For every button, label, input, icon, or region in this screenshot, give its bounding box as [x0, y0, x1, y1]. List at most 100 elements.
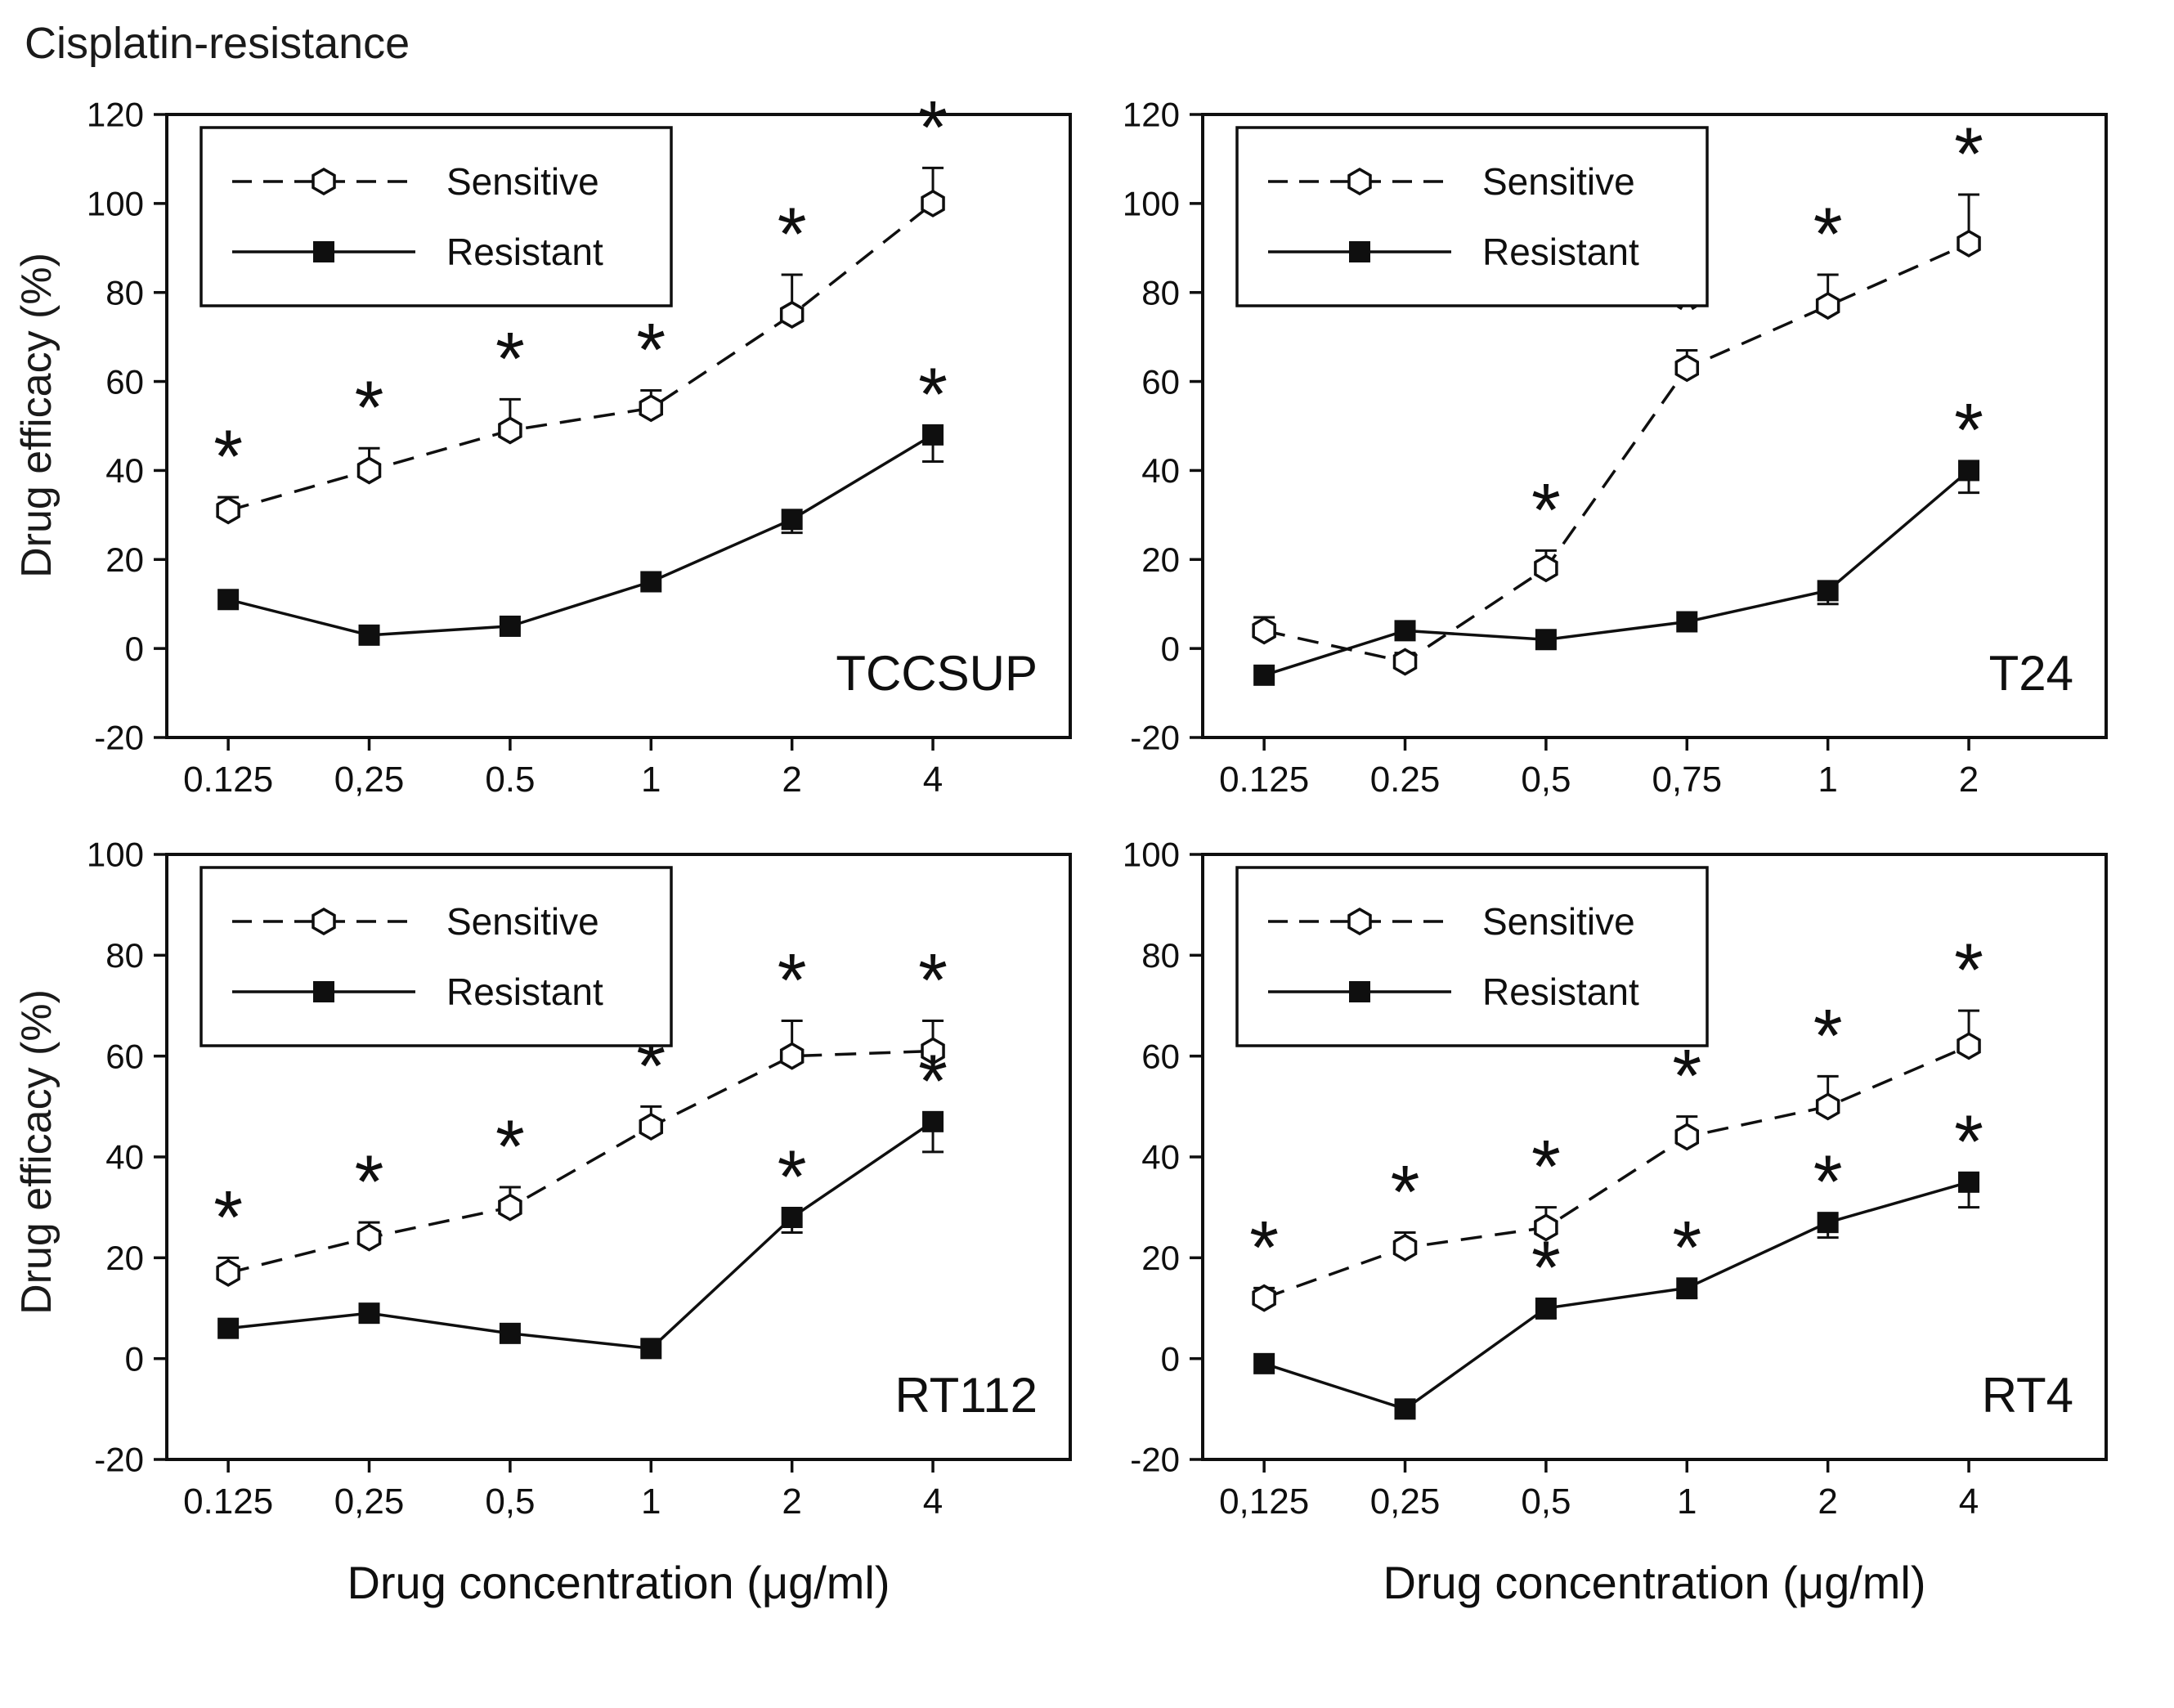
legend: Sensitive Resistant [1235, 866, 1709, 1047]
open-hexagon-marker [1347, 167, 1372, 196]
significance-asterisk: * [355, 1141, 384, 1224]
open-hexagon-marker [216, 496, 240, 525]
significance-asterisk: * [918, 90, 948, 169]
series-resistant: * [217, 353, 948, 646]
open-hexagon-marker [1957, 229, 1981, 258]
y-tick-label: 0 [125, 1339, 144, 1378]
plot-frame [165, 113, 1072, 739]
filled-square-marker [922, 1110, 944, 1132]
y-tick-label: 40 [1141, 451, 1180, 490]
x-tick-label: 0.125 [1219, 760, 1309, 800]
y-tick-label: 120 [87, 96, 144, 134]
legend-label: Resistant [1482, 231, 1639, 273]
x-tick-label: 0,25 [334, 1482, 405, 1522]
legend: Sensitive Resistant [199, 126, 673, 307]
series-line [1263, 242, 1970, 664]
filled-square-marker [358, 1302, 380, 1325]
open-hexagon-marker [498, 416, 522, 445]
filled-square-marker [1676, 1277, 1698, 1299]
x-tick-label: 2 [1818, 1482, 1837, 1522]
significance-asterisk: * [1954, 388, 1983, 472]
y-axis: 120 100 80 60 40 20 0 -20 [1123, 96, 1203, 757]
significance-asterisk: * [213, 415, 243, 499]
significance-asterisk: * [1249, 1206, 1279, 1289]
x-tick-label: 1 [641, 760, 661, 800]
y-axis: 120 100 80 60 40 20 0 -20 [87, 96, 167, 757]
panel-grid: Drug efficacy (%) 120 100 80 60 40 20 0 -20 0.12… [0, 90, 2174, 1635]
filled-square-marker [1958, 460, 1980, 482]
open-hexagon-marker [1392, 648, 1418, 676]
filled-square-marker [313, 241, 334, 262]
filled-square-marker [1958, 1171, 1980, 1193]
significance-asterisk: * [1954, 929, 1983, 1012]
open-hexagon-marker [1392, 1233, 1418, 1262]
panel-label: RT112 [894, 1368, 1038, 1423]
bottom-row: Drug efficacy (%) 100 80 60 40 20 0 -20 0.125 0,… [5, 830, 2174, 1635]
y-axis-label-bottom: Drug efficacy (%) [5, 830, 69, 1635]
y-tick-label: -20 [1130, 719, 1180, 757]
series-line [1263, 1181, 1970, 1411]
legend-box [1235, 126, 1709, 307]
x-axis-title: Drug concentration (μg/ml) [1383, 1557, 1925, 1608]
filled-square-marker [781, 1207, 803, 1228]
filled-square-marker [1394, 1398, 1416, 1420]
legend-label: Resistant [446, 971, 603, 1013]
legend-box [1235, 866, 1709, 1047]
open-hexagon-marker [498, 1193, 522, 1222]
filled-square-marker [217, 1317, 240, 1339]
legend: Sensitive Resistant [1235, 126, 1709, 307]
open-hexagon-marker [639, 394, 664, 423]
open-hexagon-marker [1534, 1213, 1558, 1242]
significance-asterisk: * [1954, 1101, 1983, 1184]
open-hexagon-marker [921, 189, 945, 217]
open-hexagon-marker [1815, 292, 1840, 321]
significance-asterisk: * [1531, 1126, 1561, 1209]
y-tick-label: 20 [1141, 1239, 1180, 1277]
open-hexagon-marker [312, 907, 336, 936]
legend-box [199, 126, 673, 307]
significance-asterisk: * [1391, 1151, 1420, 1235]
filled-square-marker [781, 509, 803, 531]
legend-label: Sensitive [446, 160, 599, 203]
y-tick-label: 60 [1141, 1037, 1180, 1075]
legend-label: Sensitive [1482, 900, 1635, 943]
significance-asterisk: * [1813, 1141, 1843, 1224]
x-tick-label: 0.125 [183, 1482, 273, 1522]
x-tick-label: 1 [1677, 1482, 1697, 1522]
y-tick-label: -20 [1130, 1441, 1180, 1479]
series-resistant: ** [217, 1040, 948, 1360]
x-tick-label: 1 [1818, 760, 1837, 800]
open-hexagon-marker [1674, 354, 1700, 383]
significance-asterisk: * [636, 308, 666, 392]
y-tick-label: 20 [105, 540, 144, 579]
column-gap [1087, 830, 1105, 1635]
series-resistant: * * * * [1253, 1101, 1983, 1420]
x-tick-label: 4 [923, 760, 943, 800]
filled-square-marker [1817, 580, 1839, 602]
y-tick-label: 60 [105, 1037, 144, 1075]
y-tick-label: -20 [94, 1441, 144, 1479]
filled-square-marker [1817, 1212, 1839, 1234]
y-axis-label-top: Drug efficacy (%) [5, 90, 69, 830]
open-hexagon-marker [779, 1042, 805, 1070]
y-tick-label: 40 [105, 451, 144, 490]
series-line [1263, 1044, 1970, 1300]
y-tick-label: -20 [94, 719, 144, 757]
legend-label: Resistant [1482, 971, 1639, 1013]
y-tick-label: 80 [105, 936, 144, 975]
significance-asterisk: * [213, 1176, 243, 1259]
y-tick-label: 100 [1123, 185, 1180, 223]
significance-asterisk: * [1531, 468, 1561, 552]
filled-square-marker [499, 1322, 521, 1344]
filled-square-marker [1676, 611, 1698, 633]
significance-asterisk: * [778, 1136, 807, 1219]
filled-square-marker [1349, 981, 1370, 1002]
filled-square-marker [1535, 629, 1557, 651]
series-line [227, 202, 935, 513]
x-tick-label: 4 [1959, 1482, 1979, 1522]
legend-label: Sensitive [1482, 160, 1635, 203]
top-row: Drug efficacy (%) 120 100 80 60 40 20 0 -20 0.12… [5, 90, 2174, 830]
series-resistant: * [1253, 388, 1983, 686]
significance-asterisk: * [918, 353, 948, 437]
